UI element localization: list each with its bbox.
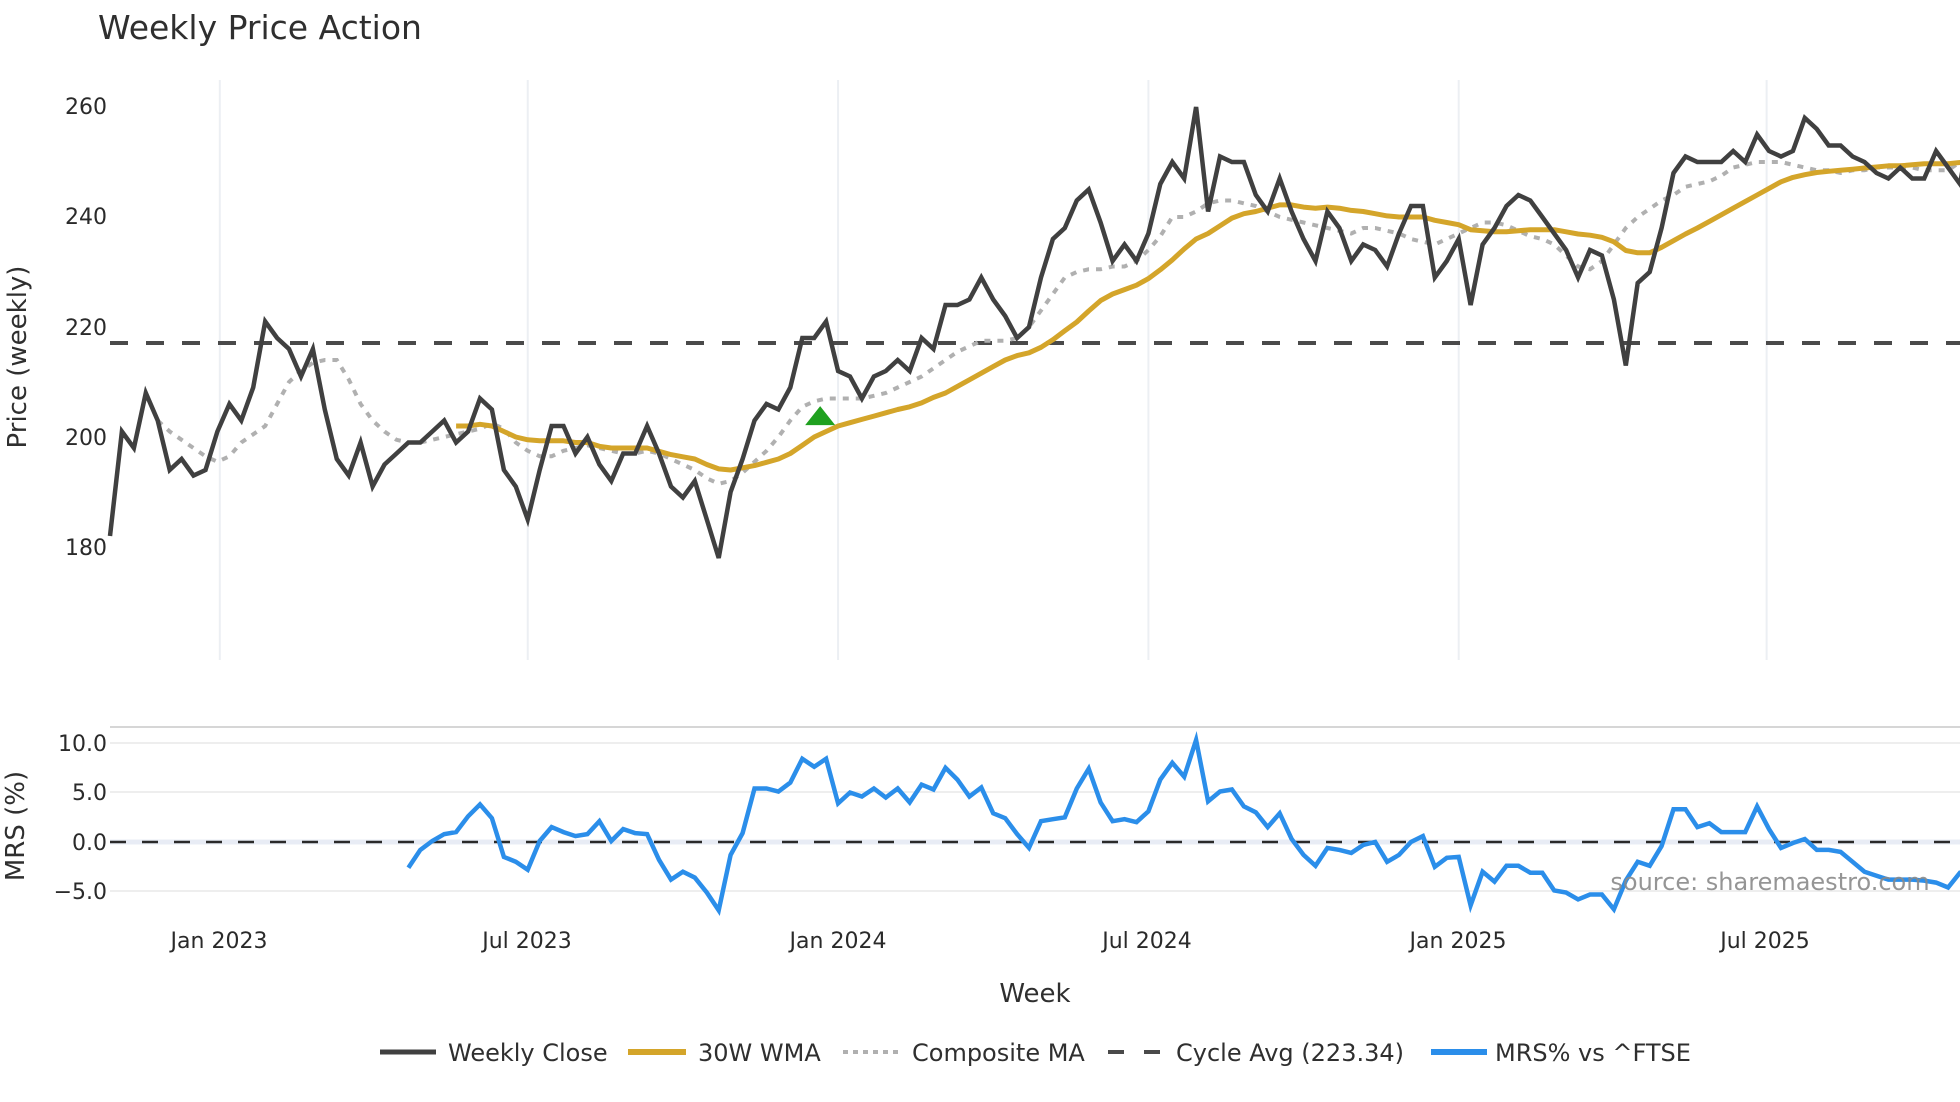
price-y-tick-labels: 260 240 220 200 180 bbox=[65, 95, 107, 561]
price-vertical-gridlines bbox=[218, 80, 1768, 660]
mrs-tick-5: 5.0 bbox=[72, 781, 107, 806]
price-tick-220: 220 bbox=[65, 316, 107, 341]
x-axis-title: Week bbox=[999, 979, 1070, 1009]
legend-item-weekly-close[interactable]: Weekly Close bbox=[380, 1039, 608, 1067]
legend-label-cycle-avg: Cycle Avg (223.34) bbox=[1176, 1039, 1404, 1067]
x-tick-jan-2023: Jan 2023 bbox=[169, 929, 268, 954]
mrs-tick-neg5: −5.0 bbox=[54, 880, 107, 905]
mrs-panel: 10.0 5.0 0.0 −5.0 MRS (%) source: sharem… bbox=[1, 726, 1960, 916]
legend-item-cycle-avg[interactable]: Cycle Avg (223.34) bbox=[1108, 1039, 1404, 1067]
legend-label-wma: 30W WMA bbox=[698, 1039, 821, 1067]
price-tick-180: 180 bbox=[65, 536, 107, 561]
legend-label-mrs: MRS% vs ^FTSE bbox=[1495, 1039, 1691, 1067]
mrs-tick-0: 0.0 bbox=[72, 831, 107, 856]
weekly-close-line bbox=[107, 106, 1960, 559]
x-tick-jan-2025: Jan 2025 bbox=[1408, 929, 1507, 954]
source-watermark: source: sharemaestro.com bbox=[1610, 868, 1929, 896]
legend: Weekly Close 30W WMA Composite MA Cycle … bbox=[380, 1039, 1691, 1067]
x-tick-jan-2024: Jan 2024 bbox=[788, 929, 887, 954]
mrs-line bbox=[406, 731, 1960, 916]
legend-label-weekly-close: Weekly Close bbox=[448, 1039, 608, 1067]
mrs-tick-10: 10.0 bbox=[58, 732, 107, 757]
legend-label-composite-ma: Composite MA bbox=[912, 1039, 1085, 1067]
x-tick-jul-2025: Jul 2025 bbox=[1718, 929, 1810, 954]
price-tick-200: 200 bbox=[65, 426, 107, 451]
mrs-y-axis-title: MRS (%) bbox=[1, 771, 31, 881]
price-tick-260: 260 bbox=[65, 95, 107, 120]
x-axis: Jan 2023 Jul 2023 Jan 2024 Jul 2024 Jan … bbox=[169, 929, 1810, 1009]
price-panel: 260 240 220 200 180 Price (weekly) bbox=[3, 80, 1960, 660]
legend-item-wma[interactable]: 30W WMA bbox=[628, 1039, 821, 1067]
price-y-axis-title: Price (weekly) bbox=[3, 266, 33, 449]
chart-title: Weekly Price Action bbox=[98, 8, 422, 47]
legend-item-mrs[interactable]: MRS% vs ^FTSE bbox=[1431, 1039, 1691, 1067]
price-tick-240: 240 bbox=[65, 205, 107, 230]
x-tick-jul-2024: Jul 2024 bbox=[1100, 929, 1192, 954]
legend-item-composite-ma[interactable]: Composite MA bbox=[843, 1039, 1085, 1067]
wma-30w-line bbox=[456, 159, 1960, 473]
x-tick-jul-2023: Jul 2023 bbox=[480, 929, 572, 954]
buy-signal-triangle-icon bbox=[805, 406, 836, 426]
